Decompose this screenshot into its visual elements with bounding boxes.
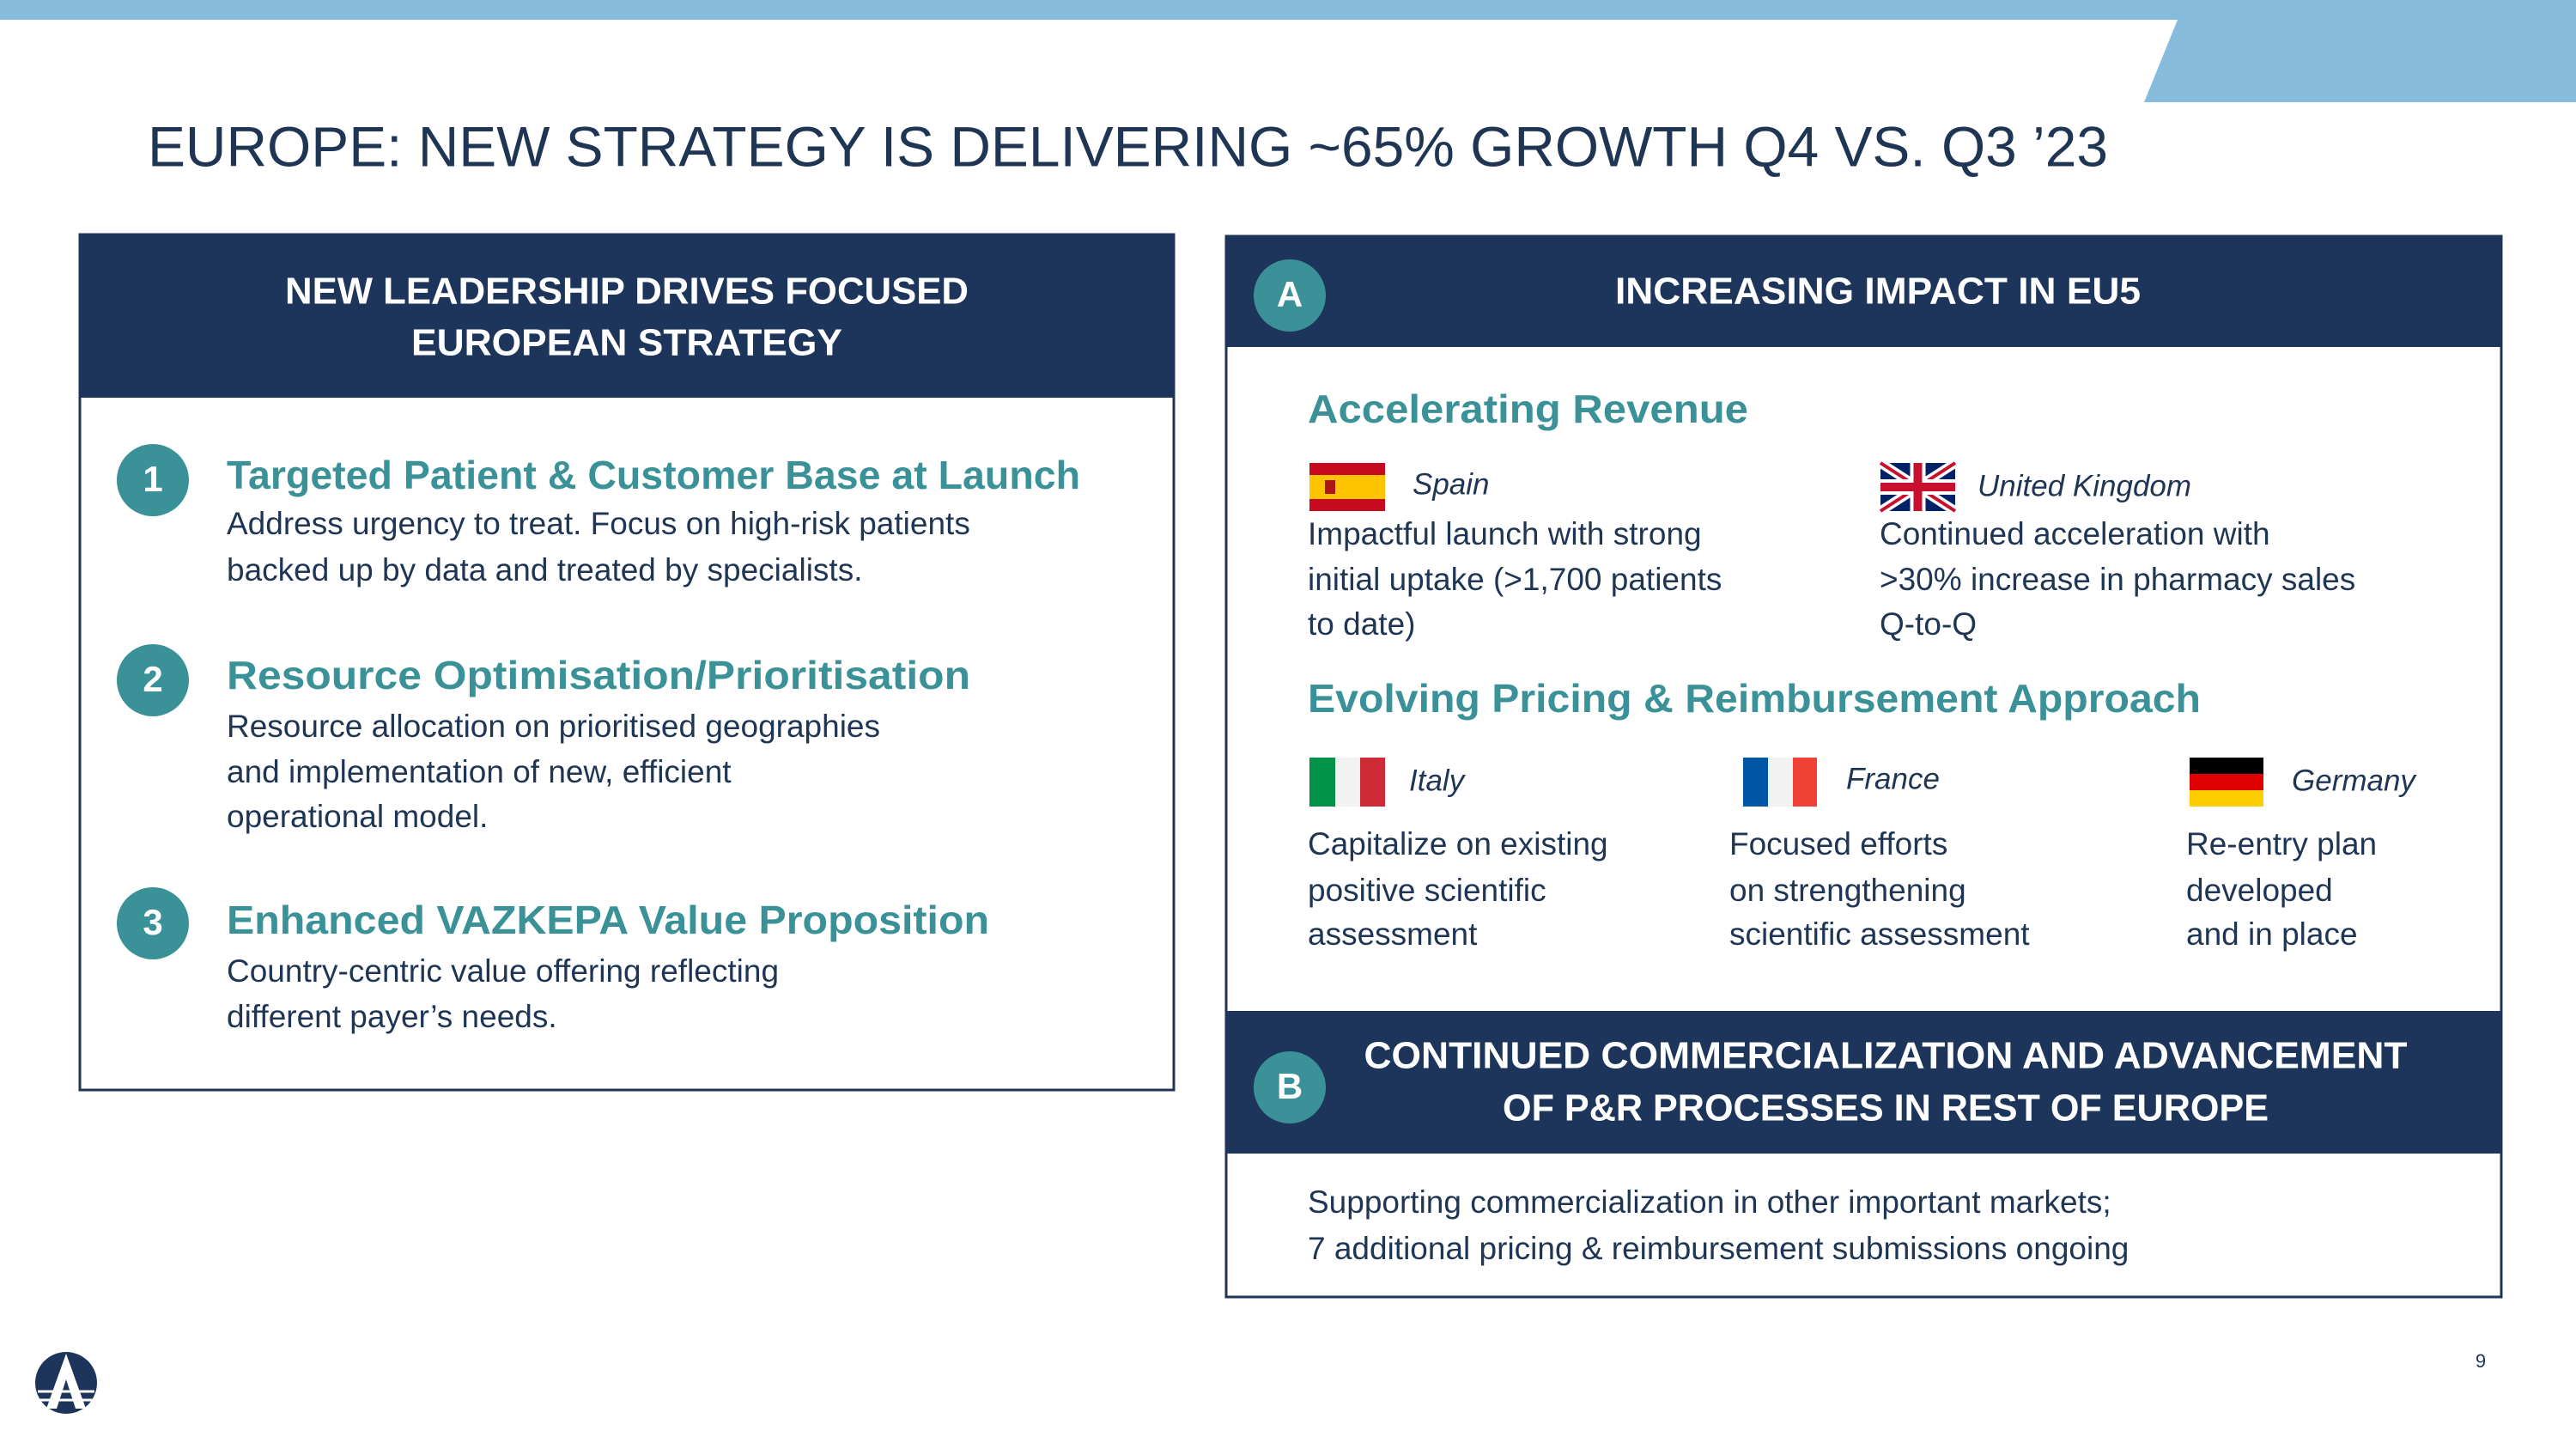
flag-france: [1743, 758, 1817, 807]
flag-germany: [2190, 758, 2263, 807]
badge-number: 3: [143, 902, 162, 942]
flag-spain: [1309, 463, 1385, 511]
country-body: assessment: [1308, 916, 1478, 952]
country-name: Spain: [1413, 467, 1490, 501]
item-body: backed up by data and treated by special…: [227, 552, 862, 588]
item-body: Resource allocation on prioritised geogr…: [227, 709, 880, 744]
panel-heading: NEW LEADERSHIP DRIVES FOCUSED: [285, 271, 969, 313]
flag-uk: [1878, 459, 1958, 515]
country-body: >30% increase in pharmacy sales: [1880, 562, 2355, 597]
panel-header: [1225, 235, 2502, 347]
item-body: operational model.: [227, 799, 488, 834]
number-badge: [117, 887, 189, 959]
top-tab: [2144, 20, 2576, 102]
country-body: scientific assessment: [1729, 916, 2030, 952]
country-name: Germany: [2292, 764, 2417, 797]
country-body: Focused efforts: [1729, 826, 1947, 861]
item-title: Targeted Patient & Customer Base at Laun…: [227, 453, 1080, 497]
country-body: Impactful launch with strong: [1308, 516, 1702, 551]
country-name: Italy: [1409, 764, 1467, 797]
badge-number: 1: [143, 459, 162, 499]
item-title: Enhanced VAZKEPA Value Proposition: [227, 898, 989, 942]
country-body: Capitalize on existing: [1308, 826, 1608, 861]
country-body: and in place: [2186, 916, 2358, 952]
country-body: Q-to-Q: [1880, 606, 1977, 642]
section-title: Evolving Pricing & Reimbursement Approac…: [1308, 676, 2201, 721]
slide-title: EUROPE: NEW STRATEGY IS DELIVERING ~65% …: [148, 114, 2108, 178]
page-number: 9: [2476, 1350, 2486, 1372]
letter-badge: [1254, 259, 1326, 332]
country-body: developed: [2186, 873, 2333, 908]
flag-italy: [1309, 758, 1385, 807]
item-body: Country-centric value offering reflectin…: [227, 953, 779, 989]
country-body: Continued acceleration with: [1880, 516, 2270, 551]
badge-letter: B: [1277, 1066, 1303, 1106]
item-body: and implementation of new, efficient: [227, 754, 732, 789]
section-title: Accelerating Revenue: [1308, 387, 1748, 431]
country-name: United Kingdom: [1978, 469, 2191, 502]
country-body: on strengthening: [1729, 873, 1966, 908]
country-body: initial uptake (>1,700 patients: [1308, 562, 1722, 597]
panel-body: Supporting commercialization in other im…: [1308, 1184, 2111, 1220]
panel-heading: OF P&R PROCESSES IN REST OF EUROPE: [1503, 1087, 2269, 1129]
country-body: to date): [1308, 606, 1415, 642]
top-bar: [0, 0, 2576, 20]
number-badge: [117, 444, 189, 516]
panel-heading: EUROPEAN STRATEGY: [411, 322, 842, 364]
number-badge: [117, 644, 189, 716]
panel-heading: CONTINUED COMMERCIALIZATION AND ADVANCEM…: [1364, 1035, 2408, 1077]
item-title: Resource Optimisation/Prioritisation: [227, 653, 970, 697]
letter-badge: [1254, 1051, 1326, 1123]
country-body: positive scientific: [1308, 873, 1546, 908]
badge-number: 2: [143, 659, 162, 699]
panel-header: [1225, 1011, 2502, 1154]
item-body: Address urgency to treat. Focus on high-…: [227, 506, 970, 541]
panel-heading: INCREASING IMPACT IN EU5: [1615, 271, 2141, 313]
panel-body: 7 additional pricing & reimbursement sub…: [1308, 1231, 2129, 1266]
item-body: different payer’s needs.: [227, 999, 557, 1034]
country-name: France: [1846, 762, 1940, 795]
badge-letter: A: [1277, 274, 1303, 314]
panel-header: [79, 234, 1175, 398]
logo: [35, 1352, 97, 1414]
country-body: Re-entry plan: [2186, 826, 2377, 861]
